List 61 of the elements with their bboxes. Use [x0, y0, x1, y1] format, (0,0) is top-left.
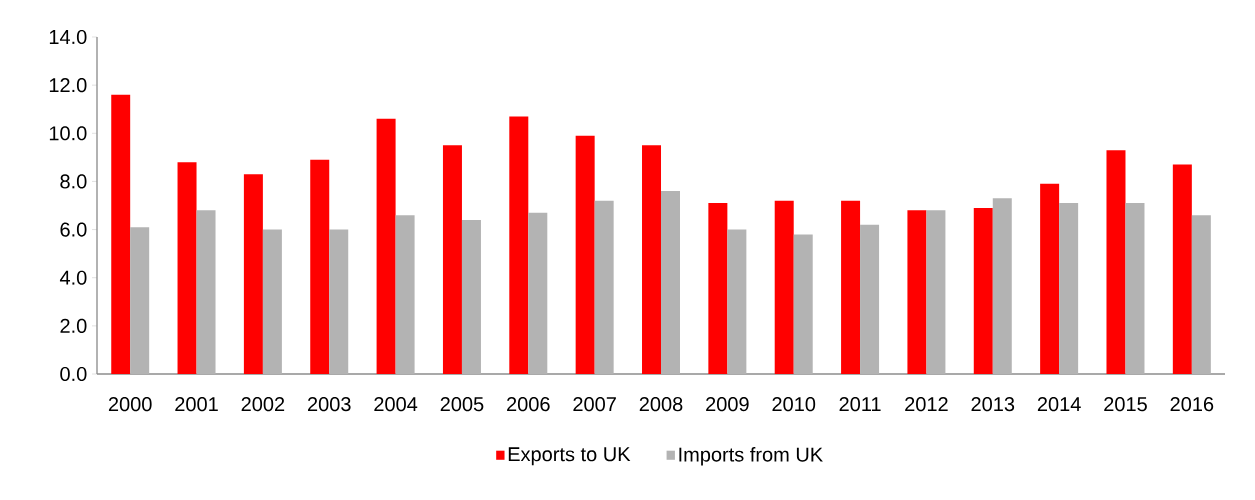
y-tick-label: 4.0 — [59, 270, 87, 285]
bar — [376, 118, 396, 374]
bar — [1059, 203, 1079, 374]
y-tick-label: 12.0 — [49, 78, 87, 93]
bar — [860, 224, 880, 374]
x-tick-label: 2004 — [374, 397, 418, 412]
bar — [262, 229, 282, 374]
y-tick-label: 10.0 — [49, 126, 87, 141]
x-tick-label: 2011 — [839, 397, 881, 412]
x-tick-label: 2012 — [905, 397, 948, 412]
bar — [642, 145, 662, 374]
bar — [310, 159, 330, 374]
bar — [575, 135, 595, 374]
y-tick-label: 6.0 — [60, 222, 87, 237]
bar — [1172, 164, 1192, 374]
y-tick-label: 8.0 — [60, 174, 87, 189]
y-tick-label: 2.0 — [60, 318, 87, 333]
bar — [907, 210, 927, 374]
x-tick-label: 2013 — [971, 397, 1015, 412]
bar — [661, 191, 681, 374]
x-tick-label: 2000 — [108, 397, 152, 412]
legend-label: Imports from UK — [679, 447, 823, 466]
x-tick-label: 2014 — [1037, 397, 1081, 412]
bar — [841, 200, 861, 374]
x-tick-label: 2006 — [507, 397, 550, 412]
x-tick-label: 2005 — [440, 397, 484, 412]
x-tick-label: 2003 — [308, 397, 351, 412]
y-tick-label: 0.0 — [60, 366, 87, 382]
bar — [196, 210, 216, 374]
x-tick-label: 2002 — [241, 397, 285, 412]
bar — [1106, 150, 1126, 374]
bar — [442, 145, 462, 374]
bar — [973, 207, 993, 374]
bar — [727, 229, 747, 374]
y-tick-label: 14.0 — [49, 29, 87, 45]
x-tick-label: 2010 — [772, 397, 816, 412]
bar — [774, 200, 794, 374]
bar — [992, 198, 1012, 374]
x-tick-label: 2015 — [1104, 397, 1147, 412]
bar — [793, 234, 813, 374]
bar — [509, 116, 529, 374]
bar — [1125, 203, 1145, 374]
bar — [243, 174, 263, 374]
bar — [708, 203, 728, 374]
bar — [461, 219, 481, 374]
x-tick-label: 2007 — [573, 397, 616, 412]
bar — [594, 200, 614, 374]
legend-label: Exports to UK — [508, 447, 631, 466]
bar — [329, 229, 349, 374]
x-tick-label: 2008 — [639, 397, 683, 412]
bar — [1040, 183, 1060, 374]
bar — [177, 162, 197, 374]
bar — [528, 212, 548, 374]
bar — [111, 94, 131, 374]
x-tick-label: 2016 — [1170, 397, 1214, 412]
bar — [1191, 215, 1211, 374]
bar — [395, 215, 415, 374]
bar — [130, 227, 150, 374]
x-tick-label: 2009 — [706, 397, 749, 412]
x-tick-label: 2001 — [175, 397, 218, 412]
bar — [926, 210, 946, 374]
